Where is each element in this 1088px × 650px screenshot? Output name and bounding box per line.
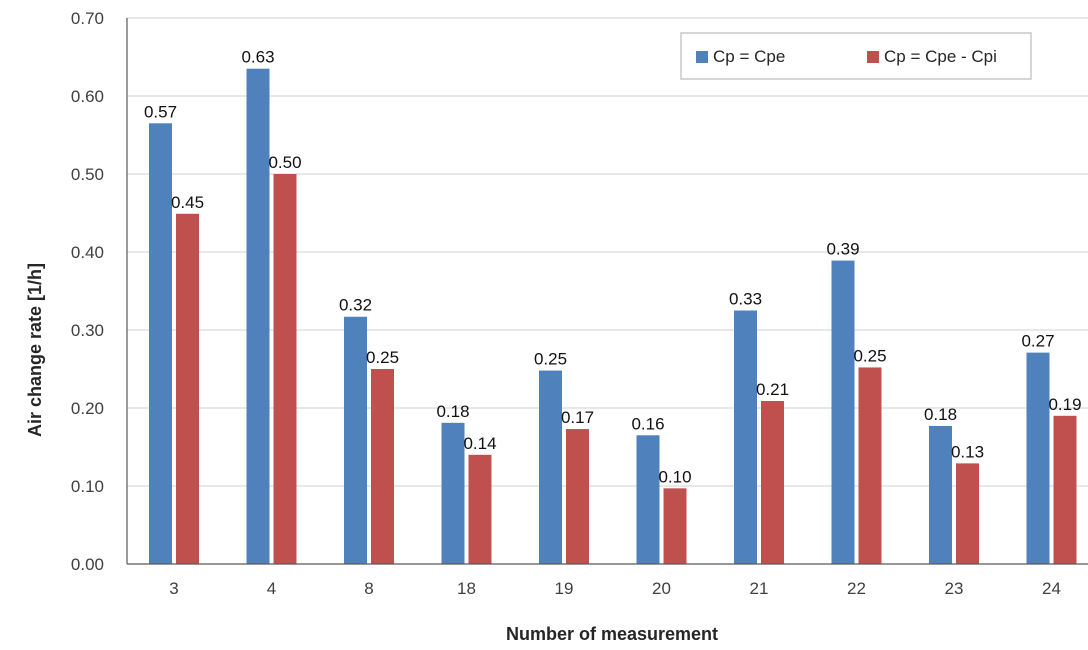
legend-label-cp-cpe: Cp = Cpe [713, 47, 785, 66]
legend-swatch-cp-cpe [696, 51, 708, 63]
bar-cp-cpe [246, 68, 270, 564]
x-tick-label: 24 [1042, 579, 1061, 598]
bar-cp-cpe [1026, 352, 1050, 564]
y-tick-label: 0.20 [71, 399, 104, 418]
bar-cp-cpe-cpi [371, 369, 394, 564]
bar-cp-cpe [929, 425, 952, 564]
y-tick-label: 0.10 [71, 477, 104, 496]
data-label: 0.39 [826, 240, 859, 259]
data-label: 0.45 [171, 193, 204, 212]
bar-cp-cpe [734, 310, 757, 564]
bar-cp-cpe-cpi [858, 367, 882, 564]
data-labels: 0.57 0.45 0.63 0.50 0.32 0.25 0.18 0.14 0.25 0.17… [144, 48, 1082, 487]
axes: 0.00 0.10 0.20 0.30 0.40 0.50 0.60 0.70 3 4 8 18 19 2… [71, 9, 1088, 598]
data-label: 0.10 [658, 467, 691, 486]
bar-cp-cpe [636, 435, 660, 564]
data-label: 0.27 [1021, 332, 1054, 351]
data-label: 0.14 [463, 434, 496, 453]
x-tick-label: 18 [457, 579, 476, 598]
data-label: 0.63 [241, 48, 274, 67]
bar-cp-cpe-cpi [663, 488, 687, 564]
legend-label-cp-cpe-cpi: Cp = Cpe - Cpi [884, 47, 997, 66]
data-label: 0.25 [366, 348, 399, 367]
y-tick-label: 0.00 [71, 555, 104, 574]
y-axis-title: Air change rate [1/h] [25, 263, 45, 437]
bar-cp-cpe [831, 260, 855, 564]
bar-cp-cpe [149, 123, 172, 565]
bar-cp-cpe-cpi [468, 454, 492, 564]
x-tick-label: 4 [267, 579, 276, 598]
x-tick-label: 21 [750, 579, 769, 598]
bar-cp-cpe [344, 316, 367, 564]
data-label: 0.32 [339, 296, 372, 315]
bar-cp-cpe-cpi [1053, 415, 1077, 564]
bars [149, 68, 1077, 565]
x-tick-label: 3 [169, 579, 178, 598]
data-label: 0.17 [561, 408, 594, 427]
data-label: 0.18 [924, 405, 957, 424]
y-tick-label: 0.70 [71, 9, 104, 28]
x-axis-title: Number of measurement [506, 624, 718, 644]
data-label: 0.16 [631, 414, 664, 433]
bar-cp-cpe-cpi [176, 213, 199, 564]
bar-cp-cpe-cpi [956, 463, 979, 564]
x-tick-label: 19 [555, 579, 574, 598]
x-tick-label: 23 [945, 579, 964, 598]
data-label: 0.13 [951, 442, 984, 461]
data-label: 0.25 [534, 350, 567, 369]
x-tick-label: 20 [652, 579, 671, 598]
data-label: 0.57 [144, 102, 177, 121]
bar-cp-cpe-cpi [761, 400, 784, 564]
data-label: 0.50 [268, 153, 301, 172]
bar-cp-cpe-cpi [273, 174, 297, 564]
y-tick-label: 0.30 [71, 321, 104, 340]
data-label: 0.25 [853, 346, 886, 365]
legend: Cp = Cpe Cp = Cpe - Cpi [680, 32, 1032, 80]
data-label: 0.19 [1048, 395, 1081, 414]
y-tick-label: 0.60 [71, 87, 104, 106]
x-tick-label: 22 [847, 579, 866, 598]
bar-cp-cpe [441, 422, 465, 564]
data-label: 0.33 [729, 290, 762, 309]
legend-box [680, 32, 1032, 80]
y-tick-label: 0.50 [71, 165, 104, 184]
bar-cp-cpe [539, 370, 562, 564]
legend-swatch-cp-cpe-cpi [867, 51, 879, 63]
y-tick-label: 0.40 [71, 243, 104, 262]
data-label: 0.18 [436, 402, 469, 421]
data-label: 0.21 [756, 380, 789, 399]
bar-cp-cpe-cpi [566, 429, 589, 564]
x-tick-label: 8 [364, 579, 373, 598]
